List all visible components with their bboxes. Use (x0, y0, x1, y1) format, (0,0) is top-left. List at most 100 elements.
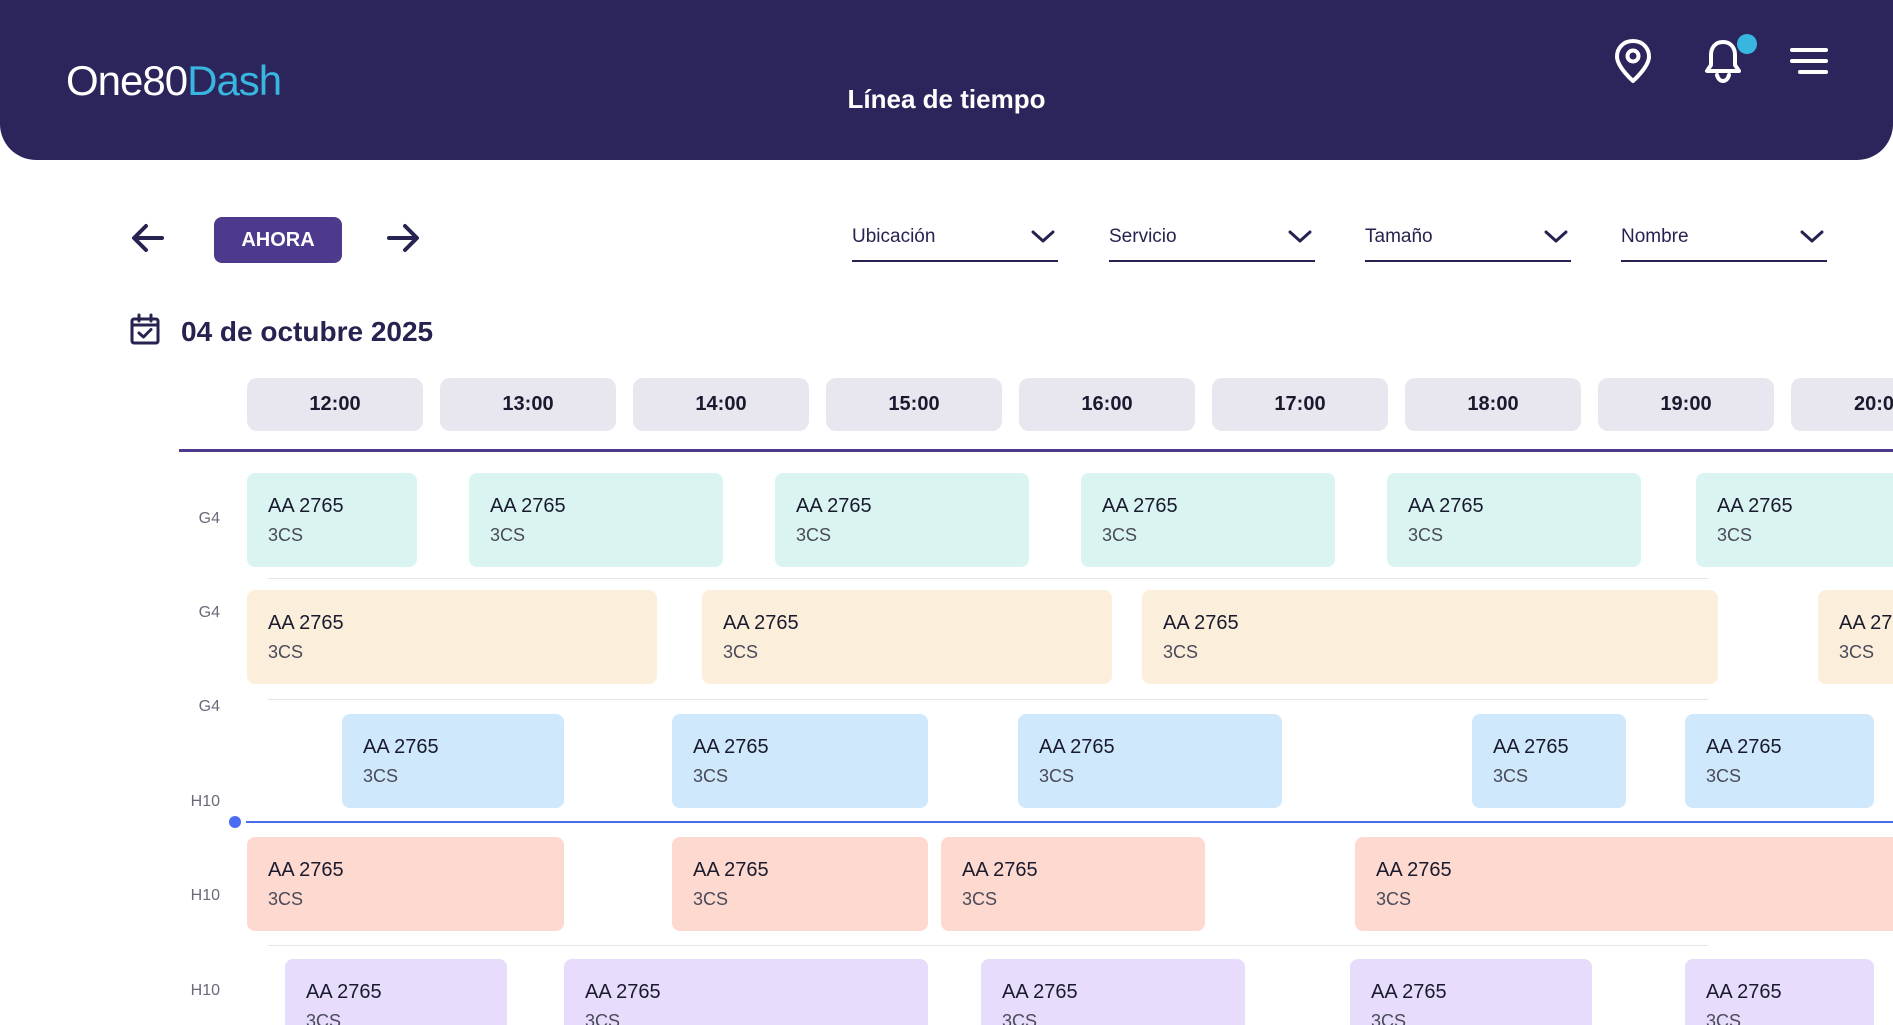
event-name: AA 2765 (1839, 612, 1893, 634)
timeline-event[interactable]: AA 2765 3CS (342, 714, 564, 808)
row-label: H10 (190, 793, 220, 810)
event-code: 3CS (1408, 525, 1444, 545)
timeline-event[interactable]: AA 2765 3CS (247, 837, 564, 931)
row-label: G4 (198, 698, 220, 715)
timeline-event[interactable]: AA 2765 3CS (702, 590, 1112, 684)
filter-label: Tamaño (1365, 226, 1433, 247)
event-code: 3CS (268, 889, 304, 909)
event-name: AA 2765 (1717, 495, 1793, 517)
filter-label: Servicio (1109, 226, 1177, 247)
timeline-event[interactable]: AA 2765 3CS (1018, 714, 1282, 808)
hour-chip: 14:00 (633, 378, 809, 431)
page-title: Línea de tiempo (847, 84, 1046, 114)
time-axis-line (179, 449, 1893, 452)
timeline-event[interactable]: AA 2765 3CS (1818, 590, 1893, 684)
timeline-event[interactable]: AA 2765 3CS (941, 837, 1205, 931)
event-name: AA 2765 (306, 981, 382, 1003)
current-time-line (246, 821, 1893, 823)
event-name: AA 2765 (268, 859, 344, 881)
chevron-down-icon (1285, 222, 1315, 252)
timeline-event[interactable]: AA 2765 3CS (1472, 714, 1626, 808)
timeline-event[interactable]: AA 2765 3CS (672, 837, 928, 931)
event-code: 3CS (1002, 1011, 1038, 1025)
app-logo[interactable]: One80Dash (66, 57, 282, 104)
event-code: 3CS (268, 525, 304, 545)
hour-chip: 19:00 (1598, 378, 1774, 431)
arrow-left-icon[interactable] (128, 218, 168, 258)
event-code: 3CS (363, 766, 399, 786)
chevron-down-icon (1541, 222, 1571, 252)
calendar-check-icon (129, 313, 161, 345)
filter-nombre-dropdown[interactable]: Nombre (1621, 214, 1827, 262)
event-code: 3CS (306, 1011, 342, 1025)
hour-chip: 13:00 (440, 378, 616, 431)
bell-icon[interactable] (1698, 36, 1748, 86)
timeline-event[interactable]: AA 2765 3CS (775, 473, 1029, 567)
row-label: G4 (198, 604, 220, 621)
event-code: 3CS (693, 766, 729, 786)
filter-servicio-dropdown[interactable]: Servicio (1109, 214, 1315, 262)
timeline-event[interactable]: AA 2765 3CS (469, 473, 723, 567)
event-name: AA 2765 (1371, 981, 1447, 1003)
row-separator (268, 945, 1708, 946)
timeline-event[interactable]: AA 2765 3CS (1387, 473, 1641, 567)
timeline-event[interactable]: AA 2765 3CS (672, 714, 928, 808)
event-name: AA 2765 (693, 859, 769, 881)
event-name: AA 2765 (1376, 859, 1452, 881)
timeline-event[interactable]: AA 2765 3CS (1355, 837, 1893, 931)
timeline-event[interactable]: AA 2765 3CS (247, 473, 417, 567)
hour-chip: 16:00 (1019, 378, 1195, 431)
top-header: One80Dash Línea de tiempo (0, 0, 1893, 160)
filter-label: Ubicación (852, 226, 936, 247)
event-code: 3CS (268, 642, 304, 662)
event-name: AA 2765 (1408, 495, 1484, 517)
timeline-event[interactable]: AA 2765 3CS (564, 959, 928, 1025)
filter-tamano-dropdown[interactable]: Tamaño (1365, 214, 1571, 262)
hour-chip: 15:00 (826, 378, 1002, 431)
menu-icon[interactable] (1784, 36, 1834, 86)
row-label: G4 (198, 510, 220, 527)
event-name: AA 2765 (962, 859, 1038, 881)
current-time-marker (229, 816, 241, 828)
event-code: 3CS (1102, 525, 1138, 545)
timeline-event[interactable]: AA 2765 3CS (1081, 473, 1335, 567)
hour-chip: 20:00 (1791, 378, 1893, 431)
filter-ubicacion-dropdown[interactable]: Ubicación (852, 214, 1058, 262)
event-code: 3CS (1371, 1011, 1407, 1025)
timeline-event[interactable]: AA 2765 3CS (1142, 590, 1718, 684)
timeline-event[interactable]: AA 2765 3CS (1696, 473, 1893, 567)
event-name: AA 2765 (693, 736, 769, 758)
event-code: 3CS (1039, 766, 1075, 786)
timeline-event[interactable]: AA 2765 3CS (1685, 714, 1874, 808)
timeline-event[interactable]: AA 2765 3CS (1350, 959, 1592, 1025)
event-name: AA 2765 (1706, 981, 1782, 1003)
timeline-event[interactable]: AA 2765 3CS (285, 959, 507, 1025)
arrow-right-icon[interactable] (383, 218, 423, 258)
event-code: 3CS (1706, 766, 1742, 786)
event-code: 3CS (1717, 525, 1753, 545)
timeline-event[interactable]: AA 2765 3CS (247, 590, 657, 684)
event-code: 3CS (796, 525, 832, 545)
current-date: 04 de octubre 2025 (181, 316, 434, 347)
event-code: 3CS (693, 889, 729, 909)
location-pin-icon[interactable] (1608, 36, 1658, 86)
row-separator (268, 578, 1708, 579)
event-code: 3CS (1706, 1011, 1742, 1025)
event-code: 3CS (490, 525, 526, 545)
event-name: AA 2765 (268, 612, 344, 634)
timeline-event[interactable]: AA 2765 3CS (981, 959, 1245, 1025)
event-code: 3CS (585, 1011, 621, 1025)
row-label: H10 (190, 887, 220, 904)
hour-chip: 18:00 (1405, 378, 1581, 431)
event-name: AA 2765 (363, 736, 439, 758)
row-separator (268, 699, 1708, 700)
event-name: AA 2765 (490, 495, 566, 517)
timeline-event[interactable]: AA 2765 3CS (1685, 959, 1874, 1025)
event-code: 3CS (962, 889, 998, 909)
chevron-down-icon (1028, 222, 1058, 252)
event-name: AA 2765 (268, 495, 344, 517)
now-button[interactable]: AHORA (214, 217, 342, 263)
event-code: 3CS (1163, 642, 1199, 662)
event-name: AA 2765 (1002, 981, 1078, 1003)
